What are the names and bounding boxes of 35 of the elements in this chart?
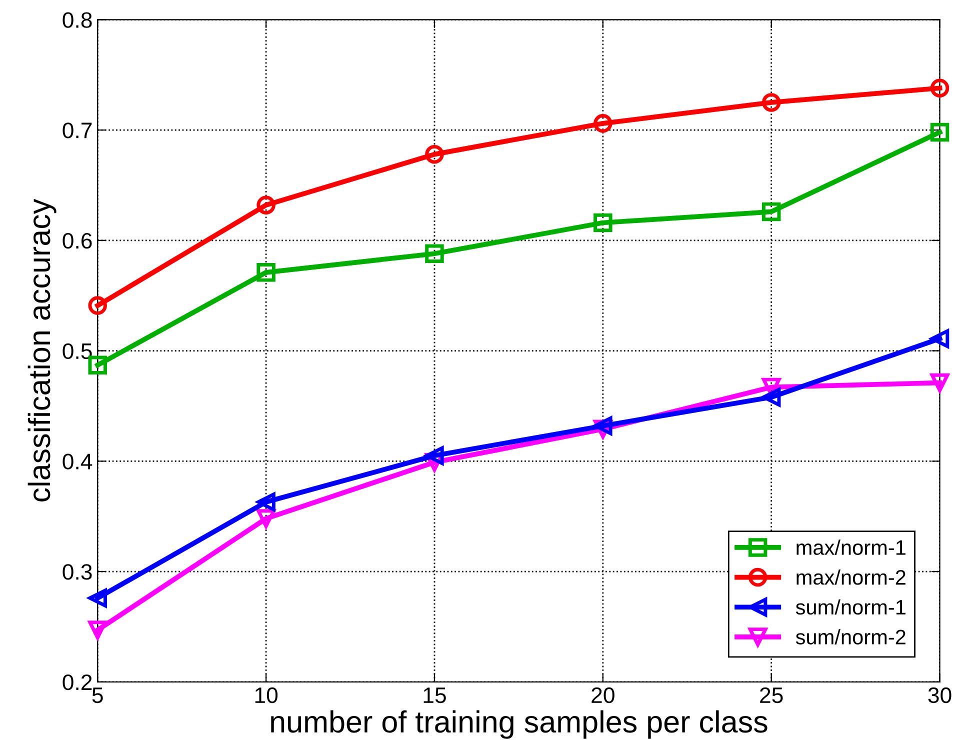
- y-axis-title: classification accuracy: [28, 198, 56, 502]
- x-tick-label: 15: [424, 688, 446, 704]
- x-tick-label: 20: [592, 687, 614, 704]
- point: [762, 202, 781, 222]
- x-axis-title: number of training samples per class: [271, 710, 768, 739]
- point: [930, 329, 950, 348]
- y-tick-label: 0.7: [62, 122, 92, 138]
- point: [930, 122, 950, 142]
- point: [930, 78, 950, 98]
- x-tick-label: 25: [760, 687, 783, 704]
- y-tick-label: 0.6: [62, 232, 92, 249]
- point: [930, 373, 950, 392]
- y-tick-label: 0.4: [62, 454, 92, 470]
- point: [594, 114, 612, 133]
- legend-label: max/norm-2: [796, 569, 906, 585]
- x-tick-label: 30: [928, 687, 952, 704]
- point: [256, 263, 276, 282]
- point: [762, 93, 781, 112]
- point: [594, 213, 612, 232]
- y-tick-label: 0.8: [62, 12, 92, 28]
- x-tick-label: 5: [92, 688, 103, 704]
- y-tick-label: 0.3: [62, 564, 92, 580]
- y-tick-label: 0.5: [62, 343, 92, 360]
- point: [256, 196, 276, 214]
- legend-label: sum/norm-1: [796, 599, 906, 615]
- point: [256, 492, 276, 512]
- legend-label: sum/norm-2: [796, 629, 906, 644]
- legend-label: max/norm-1: [796, 540, 906, 555]
- point: [88, 588, 107, 608]
- point: [88, 296, 107, 315]
- y-tick-label: 0.2: [62, 674, 92, 690]
- x-tick-label: 10: [255, 687, 278, 704]
- point: [762, 388, 781, 407]
- point: [425, 144, 444, 164]
- point: [425, 244, 444, 264]
